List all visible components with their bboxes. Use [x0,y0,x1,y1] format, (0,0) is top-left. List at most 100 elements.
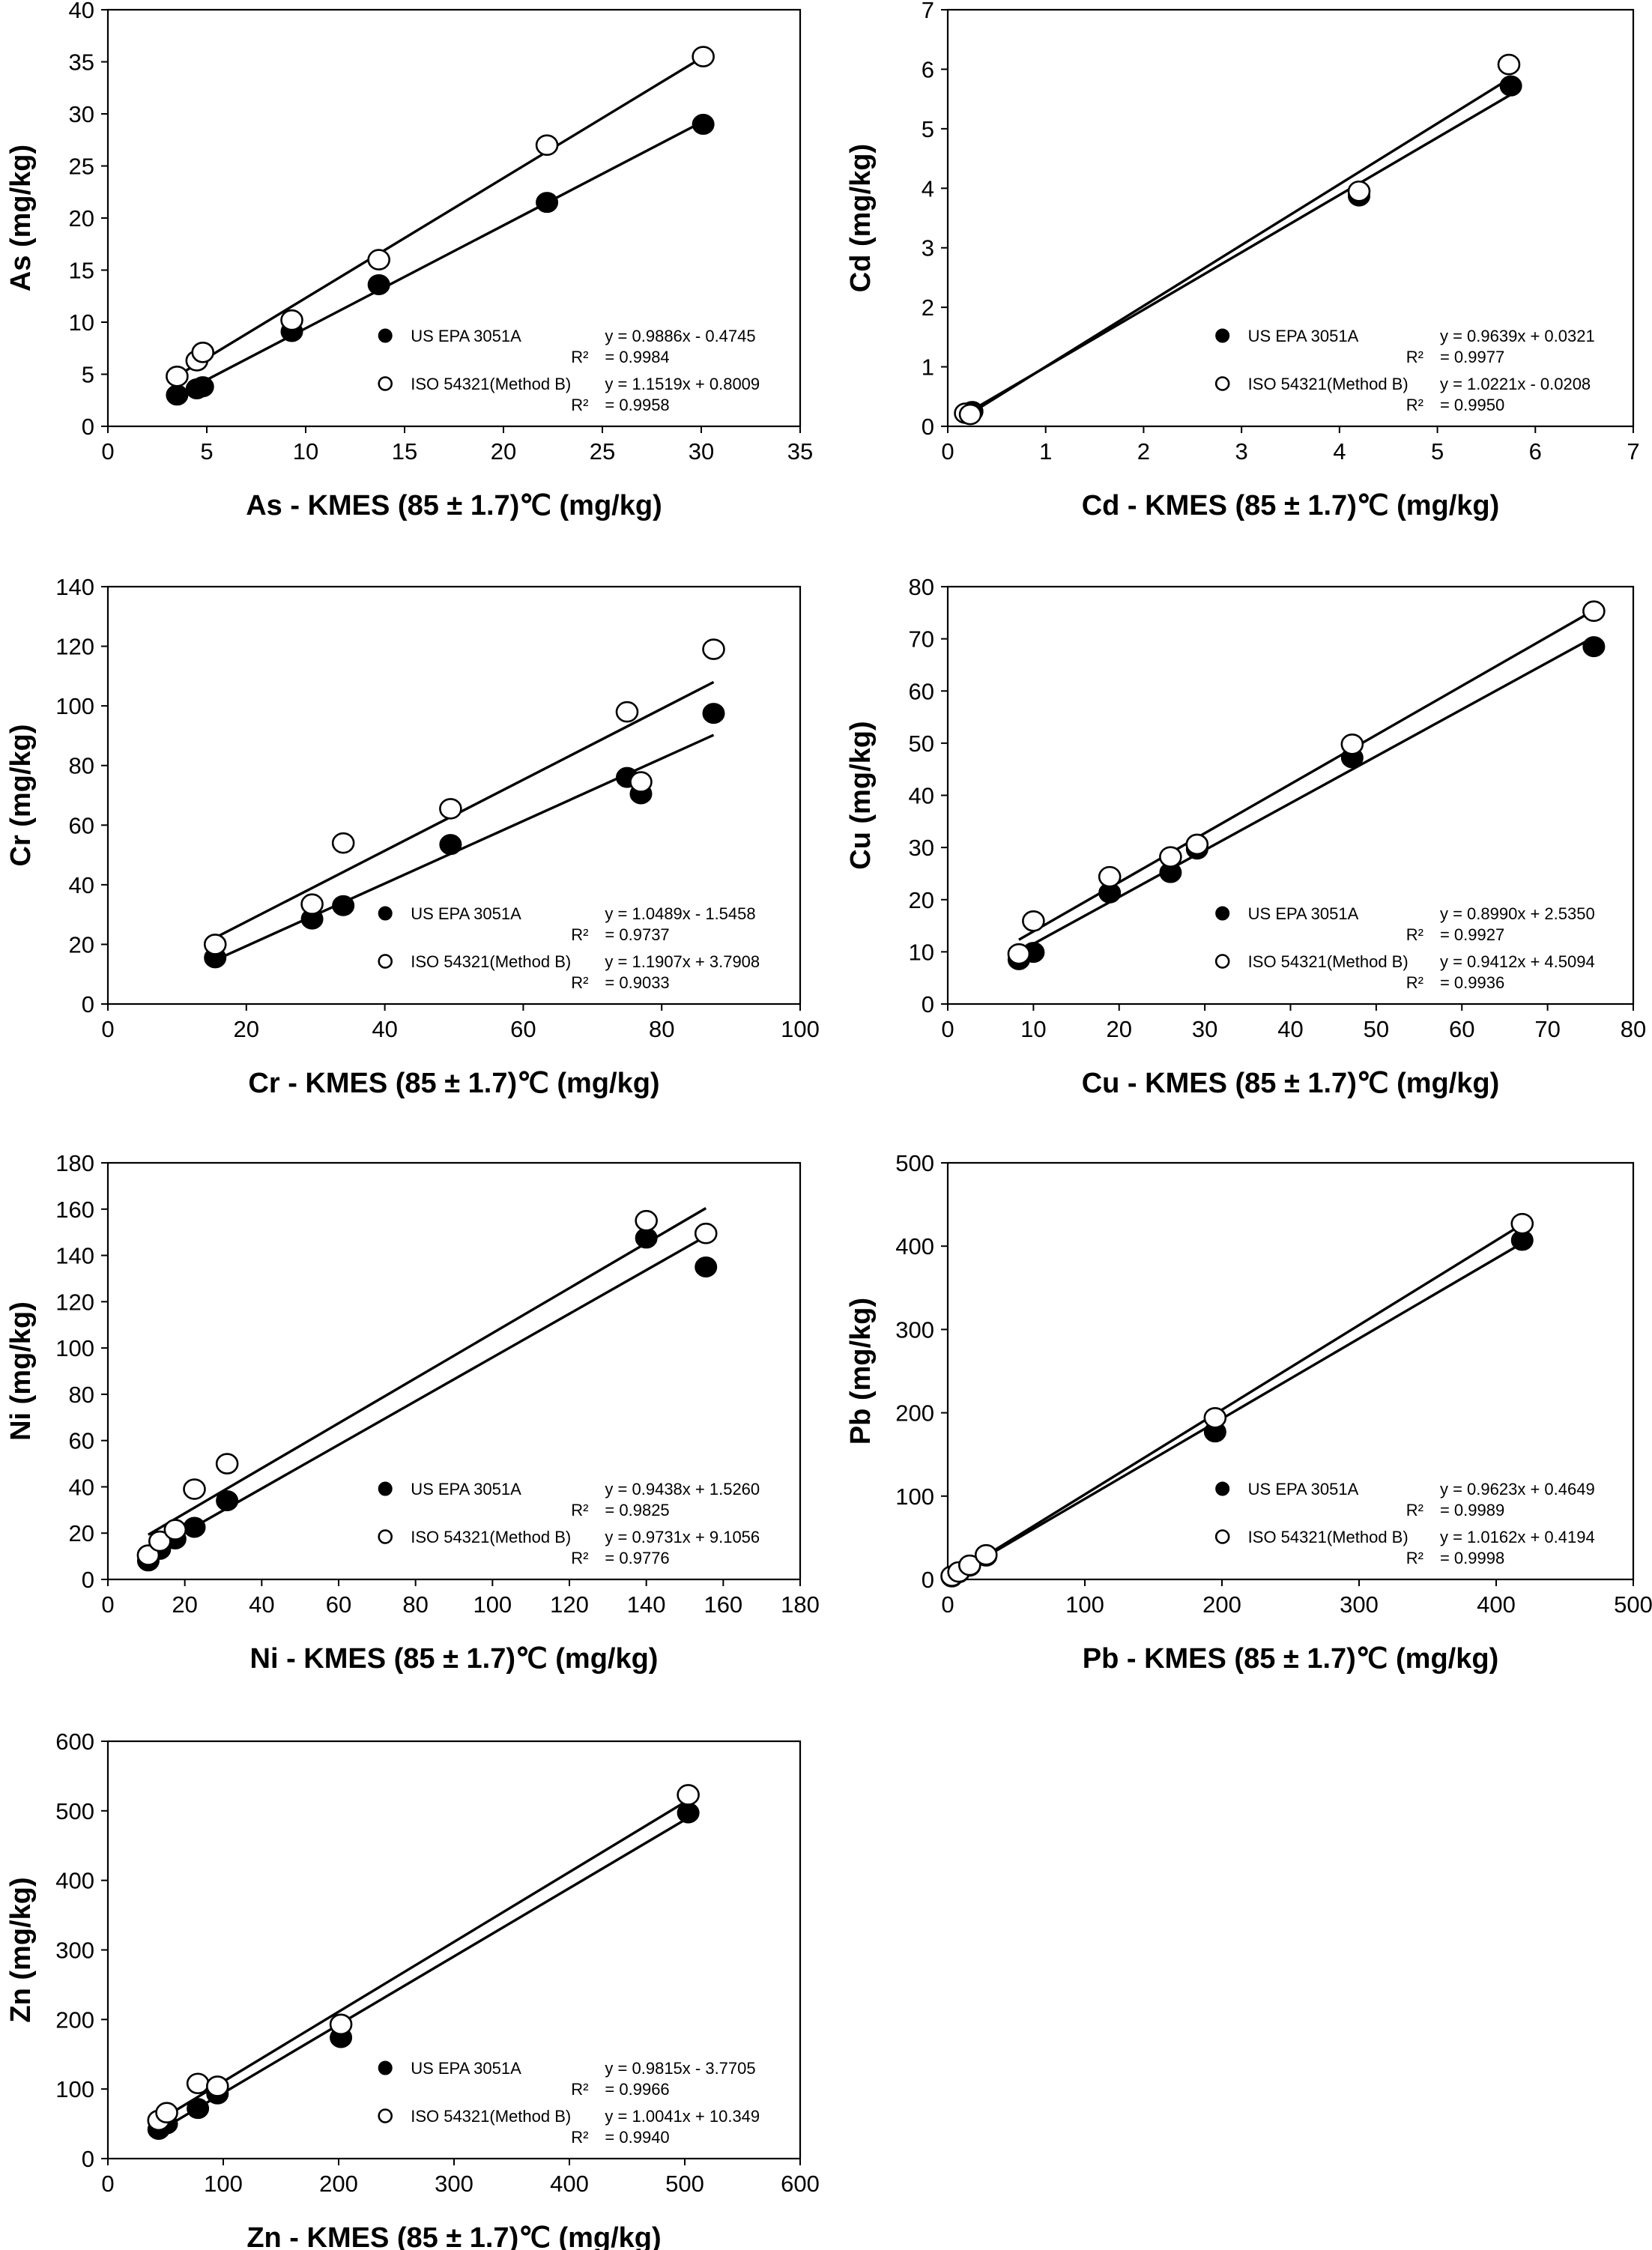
y-tick-label: 5 [82,362,94,388]
x-tick-label: 0 [941,1591,954,1618]
y-tick-label: 500 [55,1798,94,1824]
panel-ni: 0 20 40 60 80 100 120 140 160 180 0 20 40 60 80 100 120 1… [5,1150,820,1675]
legend-r2-label: R² [571,2080,588,2099]
point-iso [148,1530,172,1552]
y-axis-title: Pb (mg/kg) [845,1298,877,1445]
y-tick-label: 180 [55,1150,94,1176]
x-tick-label: 15 [392,438,417,465]
legend-r2-value: = 0.9989 [1440,1501,1504,1519]
legend-series-label: ISO 54321(Method B) [1248,952,1409,971]
x-tick-label: 400 [550,2171,589,2197]
point-iso [155,2102,178,2124]
point-iso [702,638,725,660]
y-tick-label: 6 [922,56,934,82]
legend-r2-label: R² [1406,1501,1423,1519]
point-iso [186,2072,210,2095]
legend-r2-label: R² [571,2128,588,2147]
y-tick-label: 30 [909,835,934,861]
y-tick-label: 0 [82,991,94,1017]
legend-marker-open-circle-icon [378,954,393,969]
legend-equation: y = 1.0489x - 1.5458 [605,904,755,923]
legend-equation: y = 1.0221x - 0.0208 [1440,375,1591,393]
legend-marker-filled-circle-icon [1215,328,1230,343]
x-tick-label: 0 [941,438,954,465]
point-us-epa [702,703,725,725]
x-tick-label: 10 [293,438,318,465]
point-iso [1203,1406,1227,1429]
y-tick-label: 600 [55,1729,94,1755]
legend-equation: y = 0.9639x + 0.0321 [1440,327,1595,345]
legend-r2-value: = 0.9958 [605,396,669,414]
x-tick-label: 20 [234,1016,259,1042]
y-tick-label: 400 [895,1233,934,1259]
legend-r2-label: R² [571,925,588,944]
x-tick-label: 160 [704,1591,742,1618]
legend-r2-label: R² [1406,1549,1423,1567]
legend-r2-label: R² [1406,396,1423,414]
x-tick-label: 40 [1277,1016,1303,1042]
legend-r2-label: R² [1406,348,1423,366]
y-tick-label: 140 [55,1243,94,1269]
x-tick-label: 35 [787,438,813,465]
legend-r2-value: = 0.9950 [1440,396,1504,414]
point-iso [1098,865,1122,888]
point-iso [136,1544,160,1566]
legend-series-label: US EPA 3051A [411,904,521,923]
plot-frame [106,1161,802,1581]
point-iso [300,893,324,916]
y-tick-label: 50 [909,731,934,757]
x-tick-label: 20 [1107,1016,1132,1042]
x-tick-label: 60 [326,1591,351,1618]
legend-equation: y = 0.9438x + 1.5260 [605,1480,760,1499]
point-us-epa [183,1516,206,1538]
legend-r2-label: R² [1406,925,1423,944]
fit-line-iso [176,55,704,378]
legend-marker-filled-circle-icon [378,328,393,343]
legend-r2-value: = 0.9927 [1440,925,1504,944]
legend-series-label: ISO 54321(Method B) [1248,375,1409,393]
point-us-epa [677,1802,700,1824]
point-iso [280,309,303,331]
x-axis-title: Zn - KMES (85 ± 1.7)℃ (mg/kg) [246,2222,661,2250]
x-tick-label: 0 [101,1591,114,1618]
legend-marker-open-circle-icon [378,376,393,391]
legend-equation: y = 1.1519x + 0.8009 [605,375,760,393]
x-tick-label: 0 [101,1016,114,1042]
x-tick-label: 25 [590,438,615,465]
legend-r2-value: = 0.9737 [605,925,669,944]
legend-r2-value: = 0.9033 [605,973,669,992]
x-tick-label: 80 [402,1591,428,1618]
x-tick-label: 20 [491,438,516,465]
y-tick-label: 25 [69,154,94,180]
legend-equation: y = 0.9623x + 0.4649 [1440,1480,1595,1499]
point-iso [163,1519,187,1540]
y-tick-label: 3 [922,235,934,261]
x-tick-label: 100 [1065,1591,1104,1618]
legend-r2-value: = 0.9940 [605,2128,669,2147]
y-tick-label: 500 [895,1150,934,1176]
legend-r2-value: = 0.9966 [605,2080,669,2099]
legend-series-label: ISO 54321(Method B) [1248,1528,1409,1546]
plot-frame [106,585,802,1005]
point-iso [615,701,639,723]
fit-line-us-epa [951,1242,1523,1578]
x-tick-label: 400 [1477,1591,1516,1618]
panel-cr: 0 20 40 60 80 100 0 20 40 60 80 100 120 140 Cr - KMES … [5,574,820,1099]
point-iso [535,134,559,156]
panel-pb: 0 100 200 300 400 500 0 100 200 300 400 500 Pb - KME… [845,1150,1652,1675]
x-tick-label: 30 [1192,1016,1217,1042]
point-iso [1022,910,1045,932]
point-iso [692,46,715,67]
point-iso [205,2075,229,2097]
point-iso [367,249,390,270]
legend-equation: y = 0.9731x + 9.1056 [605,1528,760,1546]
point-iso [203,934,227,955]
legend-series-label: ISO 54321(Method B) [411,952,571,971]
y-tick-label: 20 [909,887,934,913]
x-axis-title: Cd - KMES (85 ± 1.7)℃ (mg/kg) [1082,490,1500,521]
legend-r2-value: = 0.9977 [1440,348,1504,366]
legend-marker-open-circle-icon [378,2108,393,2123]
y-tick-label: 100 [55,693,94,719]
y-tick-label: 40 [69,1474,94,1500]
x-tick-label: 300 [1340,1591,1379,1618]
